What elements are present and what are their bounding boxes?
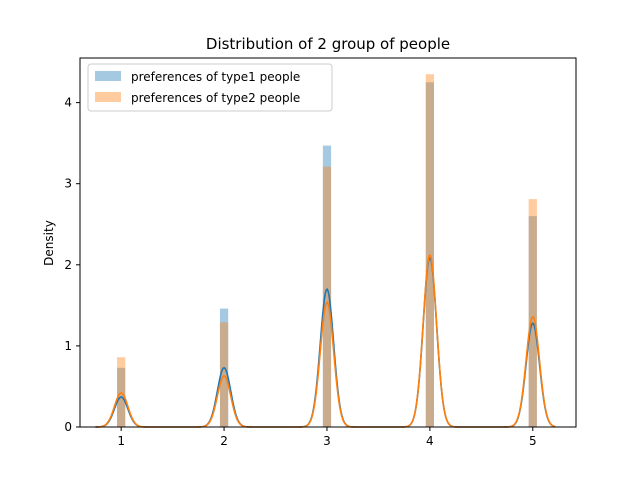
legend-label-type2: preferences of type2 people	[131, 91, 300, 105]
x-tick-label: 2	[220, 434, 228, 448]
x-tick-label: 4	[426, 434, 434, 448]
y-axis-label: Density	[42, 220, 56, 266]
legend-label-type1: preferences of type1 people	[131, 70, 300, 84]
x-tick-label: 1	[117, 434, 125, 448]
plot-area	[95, 74, 556, 428]
x-tick-label: 5	[529, 434, 537, 448]
histogram-bar-series2-2	[219, 322, 229, 427]
legend-swatch-type2	[95, 92, 121, 102]
histogram-bar-series2-5	[528, 199, 537, 427]
legend: preferences of type1 people preferences …	[87, 63, 333, 112]
legend-swatch-type1	[95, 71, 121, 81]
plot-frame	[79, 57, 577, 428]
y-tick-label: 4	[64, 96, 72, 110]
y-tick-label: 3	[64, 177, 72, 191]
histogram-bar-series1-3	[322, 145, 332, 428]
histogram-bar-series2-3	[322, 166, 332, 427]
x-tick-label: 3	[323, 434, 331, 448]
legend-box	[87, 63, 333, 112]
axes: 1 2 3 4 5 0 1 2 3 4	[64, 96, 536, 448]
y-tick-label: 0	[64, 420, 72, 434]
chart-title: Distribution of 2 group of people	[206, 35, 450, 53]
histogram-bar-series1-4	[425, 82, 434, 427]
y-tick-label: 1	[64, 339, 72, 353]
histogram-bar-series1-5	[528, 216, 537, 427]
y-tick-label: 2	[64, 258, 72, 272]
histogram-bar-series2-4	[425, 74, 434, 427]
